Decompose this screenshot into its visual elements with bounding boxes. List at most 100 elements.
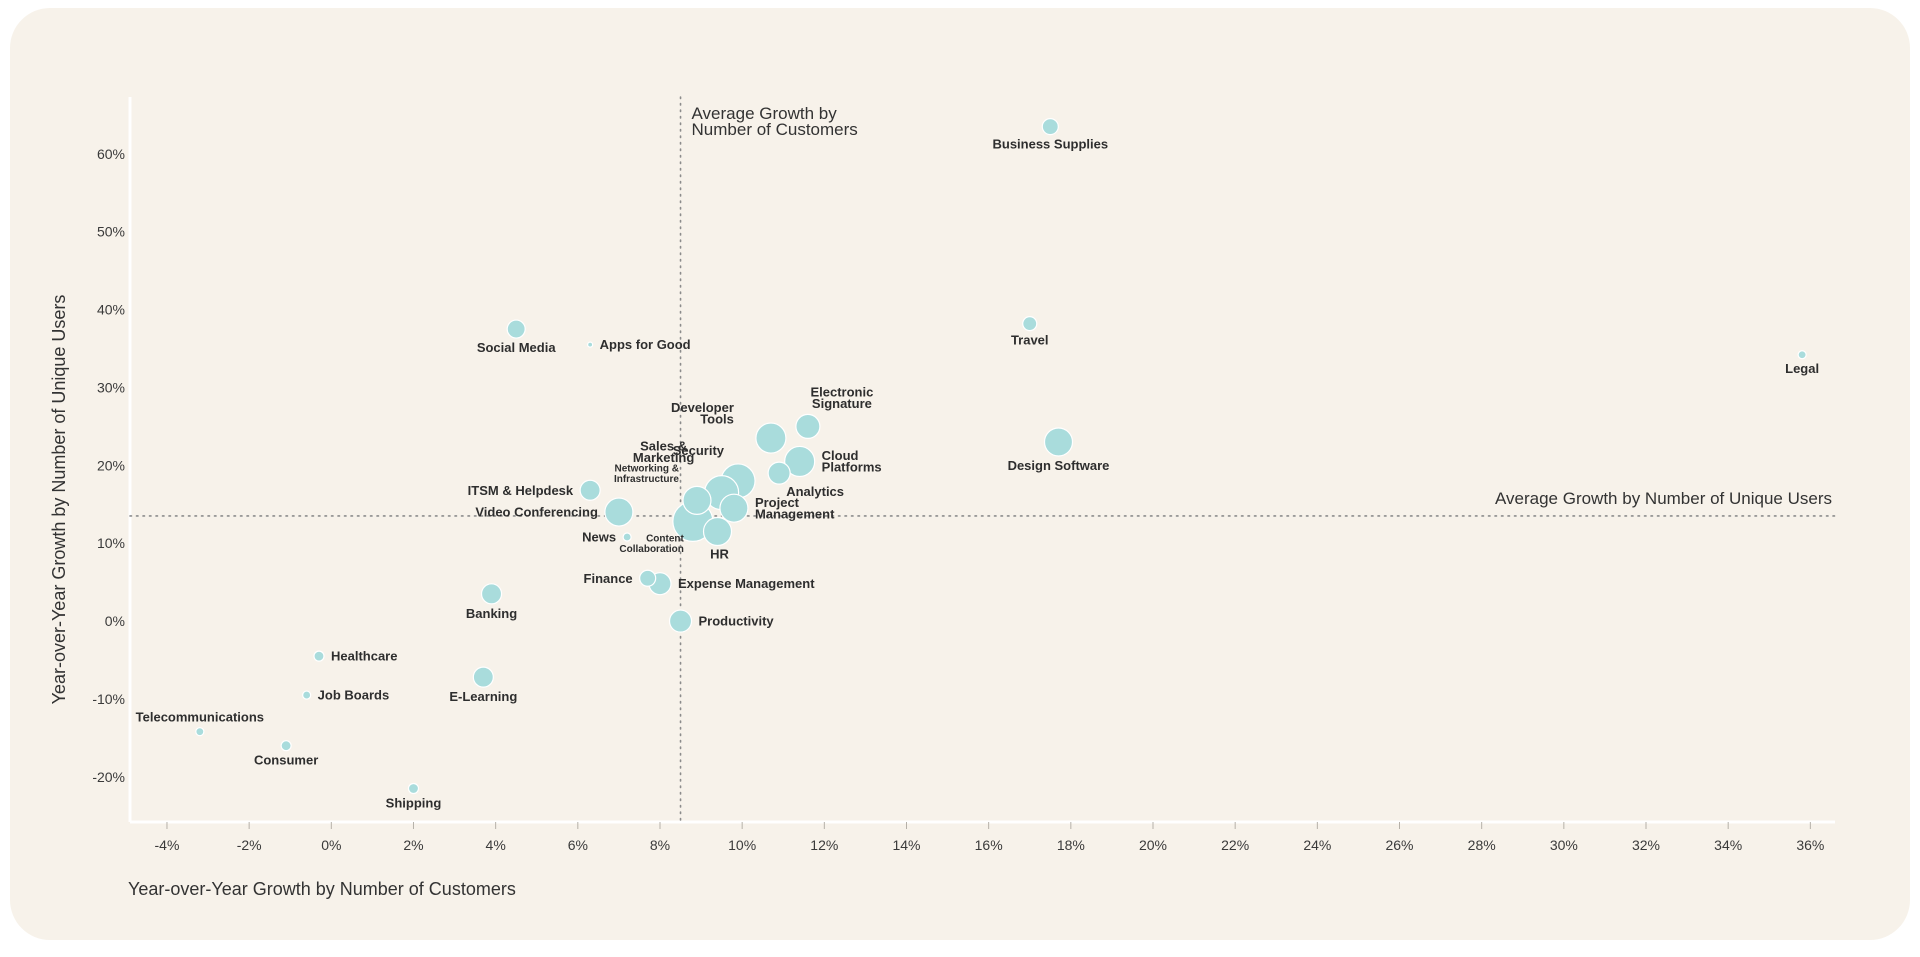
data-point [1041,117,1059,136]
data-label: Analytics [786,484,844,499]
data-label-line: Job Boards [318,688,390,703]
data-label-line: ITSM & Helpdesk [468,483,574,498]
data-point [784,445,816,478]
data-point [195,727,205,737]
data-label-line: Apps for Good [600,337,691,352]
data-point [682,485,712,515]
x-tick-label: 6% [568,837,588,853]
x-tick-label: 8% [650,837,670,853]
data-point [767,461,791,485]
data-label-line: Signature [812,396,872,411]
data-label: E-Learning [449,689,517,704]
data-label: Productivity [699,614,775,629]
y-tick-label: 30% [97,379,125,395]
data-label-line: Platforms [822,460,882,475]
data-label: Job Boards [318,688,390,703]
data-label: Video Conferencing [475,505,598,520]
data-point [604,497,634,527]
data-label-line: Cloud [822,448,859,463]
data-point [407,782,420,795]
data-label-line: Project [755,495,800,510]
data-label: Sales & Marketing [633,439,694,466]
y-tick-label: 20% [97,457,125,473]
x-tick-label: 18% [1057,837,1085,853]
data-label-line: HR [710,547,729,562]
y-tick-label: 40% [97,302,125,318]
data-point [755,422,787,454]
data-label-line: Networking & [615,463,679,474]
x-tick-label: 14% [892,837,920,853]
x-tick-label: 34% [1714,837,1742,853]
data-label: Healthcare [331,649,397,664]
average-customers-label: Average Growth by [692,104,838,123]
data-point [668,609,693,633]
data-label: Banking [466,606,517,621]
x-tick-label: 26% [1385,837,1413,853]
data-label: Finance [584,571,633,586]
x-tick-label: 20% [1139,837,1167,853]
data-label: Social Media [477,340,557,355]
data-label-line: Social Media [477,340,557,355]
data-label-line: Infrastructure [614,474,679,485]
data-label: HR [710,547,729,562]
data-point [702,516,733,547]
data-label: Travel [1011,333,1049,348]
data-label-line: Design Software [1008,458,1110,473]
x-tick-label: 0% [321,837,341,853]
x-tick-label: 2% [403,837,423,853]
data-point [639,569,657,587]
data-label-line: Expense Management [678,576,815,591]
data-label-line: Business Supplies [992,137,1108,152]
data-point [719,493,749,523]
data-point [1022,316,1038,332]
data-label-line: Finance [584,571,633,586]
data-point [1043,427,1074,457]
data-label: Consumer [254,753,318,768]
data-label: Expense Management [678,576,815,591]
data-label-line: Travel [1011,333,1049,348]
data-label-line: Marketing [633,450,694,465]
data-point [579,479,601,501]
data-label: Networking & Infrastructure [614,463,679,485]
data-label: Electronic Signature [810,384,873,411]
data-point [280,740,292,752]
data-point [302,690,312,700]
x-tick-label: 28% [1468,837,1496,853]
data-label: Shipping [386,796,442,811]
data-label-line: Collaboration [619,544,683,555]
data-label: Legal [1785,361,1819,376]
data-label: Content Collaboration [619,533,684,555]
data-point [480,583,503,605]
data-label-line: Electronic [810,384,873,399]
y-tick-label: -20% [92,769,125,785]
data-point [506,319,526,339]
data-label-line: Developer [671,400,734,415]
data-label-line: Telecommunications [136,710,264,725]
data-label-line: E-Learning [449,689,517,704]
data-label: Security [673,443,725,458]
y-tick-label: 0% [105,613,125,629]
data-label: Apps for Good [600,337,691,352]
data-label-line: Consumer [254,753,318,768]
x-tick-label: 24% [1303,837,1331,853]
data-label-line: Security [673,443,725,458]
y-tick-label: -10% [92,691,125,707]
data-label-line: Video Conferencing [475,505,598,520]
y-tick-label: 10% [97,535,125,551]
x-tick-label: 36% [1796,837,1824,853]
data-label-line: Management [755,506,835,521]
x-tick-label: 16% [975,837,1003,853]
y-axis-title: Year-over-Year Growth by Number of Uniqu… [49,295,69,705]
data-point [472,666,494,688]
x-tick-label: 4% [486,837,506,853]
data-label: Telecommunications [136,710,264,725]
x-axis-title: Year-over-Year Growth by Number of Custo… [128,879,516,899]
x-tick-label: 12% [810,837,838,853]
data-label: Design Software [1008,458,1110,473]
average-users-label: Average Growth by Number of Unique Users [1495,489,1832,508]
data-label-line: Analytics [786,484,844,499]
data-point [1797,350,1807,360]
data-label: Developer Tools [671,400,734,427]
data-label: Cloud Platforms [822,448,882,475]
